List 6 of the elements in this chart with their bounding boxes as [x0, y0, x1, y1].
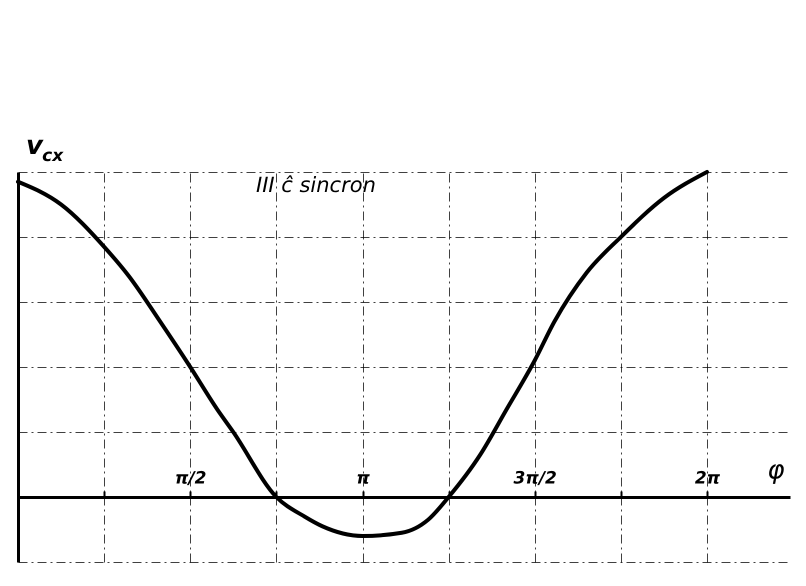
- x-tick-label: 3π/2: [514, 468, 557, 488]
- x-tick-label: π/2: [175, 468, 207, 488]
- annotation: III ĉ sincron: [256, 173, 376, 197]
- x-tick-label: 2π: [694, 468, 721, 488]
- x-tick-label: π: [356, 468, 370, 488]
- x-axis-title: φ: [767, 456, 784, 486]
